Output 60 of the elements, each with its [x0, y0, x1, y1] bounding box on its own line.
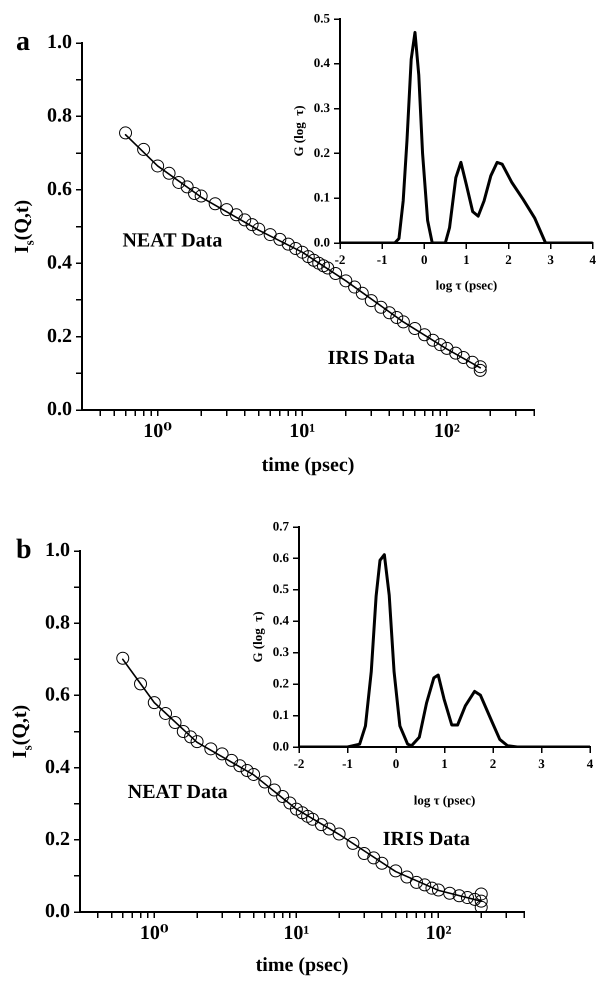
y-tick-label: 0.6	[47, 178, 72, 200]
x-tick-label: 2	[490, 756, 496, 772]
y-tick-label: 0.0	[272, 738, 289, 754]
annotation: NEAT Data	[122, 229, 222, 252]
y-tick-label: 0.0	[45, 900, 70, 922]
x-tick-label: 10²	[434, 420, 460, 442]
chart-title: a	[16, 26, 30, 58]
x-tick-label: 1	[441, 756, 448, 772]
x-tick-label: 4	[590, 252, 596, 268]
y-tick-label: 0.6	[272, 550, 290, 565]
x-tick-label: -2	[294, 756, 304, 772]
y-tick-label: 0.0	[47, 398, 72, 420]
x-tick-label: -2	[334, 252, 346, 268]
x-tick-label: -1	[342, 756, 353, 772]
y-tick-label: 0.0	[314, 234, 330, 250]
y-tick-label: 0.4	[45, 756, 70, 778]
x-tick-label: 10²	[425, 922, 452, 944]
x-tick-label: -1	[376, 252, 388, 268]
y-tick-label: 0.2	[45, 828, 70, 850]
x-tick-label: 0	[392, 756, 400, 772]
x-axis-title: time (psec)	[262, 454, 354, 476]
y-tick-label: 0.1	[272, 706, 289, 722]
x-axis-title: log τ (psec)	[436, 277, 498, 292]
x-tick-label: 3	[547, 252, 554, 268]
x-tick-label: 2	[505, 252, 512, 268]
x-axis-title: log τ (psec)	[414, 792, 476, 808]
annotation: IRIS Data	[328, 346, 415, 369]
y-tick-label: 0.6	[45, 684, 70, 706]
y-tick-label: 0.4	[272, 612, 290, 628]
x-tick-label: 3	[538, 756, 546, 772]
x-axis-title: time (psec)	[256, 954, 348, 976]
x-tick-label: 1	[463, 252, 470, 268]
y-axis-title: Is(Q,t)	[9, 704, 34, 758]
y-tick-label: 0.3	[272, 644, 290, 660]
x-tick-label: 10¹	[289, 420, 316, 442]
y-tick-label: 0.2	[314, 144, 330, 160]
y-tick-label: 0.2	[272, 676, 289, 690]
y-axis-title: G (log τ)	[250, 611, 266, 663]
annotation: NEAT Data	[128, 781, 228, 804]
y-tick-label: 1.0	[45, 539, 70, 562]
y-tick-label: 0.7	[272, 518, 290, 534]
y-tick-label: 0.8	[47, 104, 72, 127]
y-axis-title: Is(Q,t)	[11, 200, 36, 254]
x-tick-label: 0	[421, 252, 428, 268]
y-tick-label: 0.8	[45, 611, 70, 634]
annotation: IRIS Data	[382, 828, 470, 850]
y-tick-label: 0.2	[47, 324, 72, 347]
y-tick-label: 0.5	[314, 10, 330, 26]
chart-title: b	[16, 534, 32, 566]
x-tick-label: 10¹	[283, 922, 310, 944]
x-tick-label: 10⁰	[140, 922, 169, 944]
y-tick-label: 0.3	[314, 100, 330, 115]
y-tick-label: 1.0	[47, 31, 72, 54]
y-tick-label: 0.4	[314, 55, 330, 70]
x-tick-label: 10⁰	[143, 420, 172, 442]
y-tick-label: 0.1	[314, 190, 330, 205]
y-tick-label: 0.4	[47, 251, 72, 274]
y-axis-title: G (log τ)	[291, 105, 306, 157]
y-tick-label: 0.5	[272, 581, 290, 596]
x-tick-label: 4	[586, 756, 594, 772]
